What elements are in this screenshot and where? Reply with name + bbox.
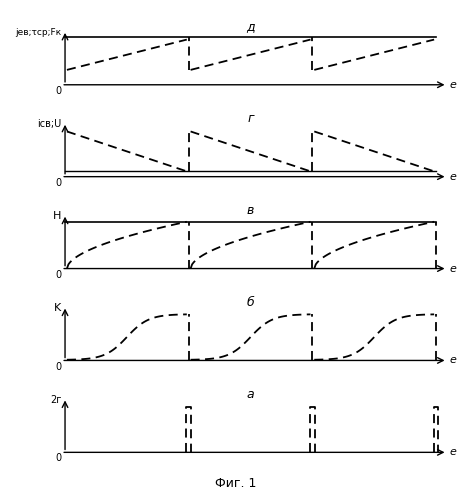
Text: д: д <box>246 20 255 33</box>
Text: 0: 0 <box>55 454 61 464</box>
Text: 0: 0 <box>55 86 61 96</box>
Text: в: в <box>247 204 254 217</box>
Text: а: а <box>247 388 254 401</box>
Text: е: е <box>449 356 456 366</box>
Text: jев;τср;Fк: jев;τср;Fк <box>15 28 61 36</box>
Text: 0: 0 <box>55 270 61 280</box>
Text: е: е <box>449 172 456 181</box>
Text: г: г <box>247 112 254 125</box>
Text: 0: 0 <box>55 362 61 372</box>
Text: б: б <box>247 296 254 309</box>
Text: е: е <box>449 448 456 458</box>
Text: 2г: 2г <box>50 394 61 404</box>
Text: iсв;U: iсв;U <box>37 119 61 129</box>
Text: 0: 0 <box>55 178 61 188</box>
Text: Фиг. 1: Фиг. 1 <box>215 477 256 490</box>
Text: K: K <box>54 303 61 313</box>
Text: е: е <box>449 80 456 90</box>
Text: H: H <box>53 211 61 221</box>
Text: е: е <box>449 264 456 274</box>
